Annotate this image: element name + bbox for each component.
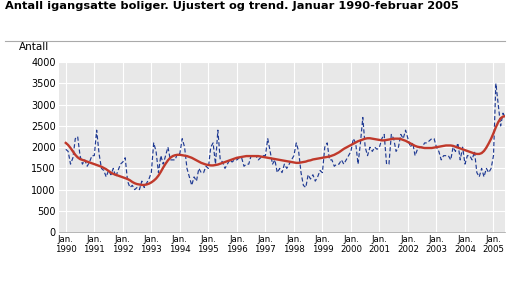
Text: Antall: Antall	[18, 42, 49, 52]
Text: Antall igangsatte boliger. Ujustert og trend. Januar 1990-februar 2005: Antall igangsatte boliger. Ujustert og t…	[5, 1, 458, 11]
